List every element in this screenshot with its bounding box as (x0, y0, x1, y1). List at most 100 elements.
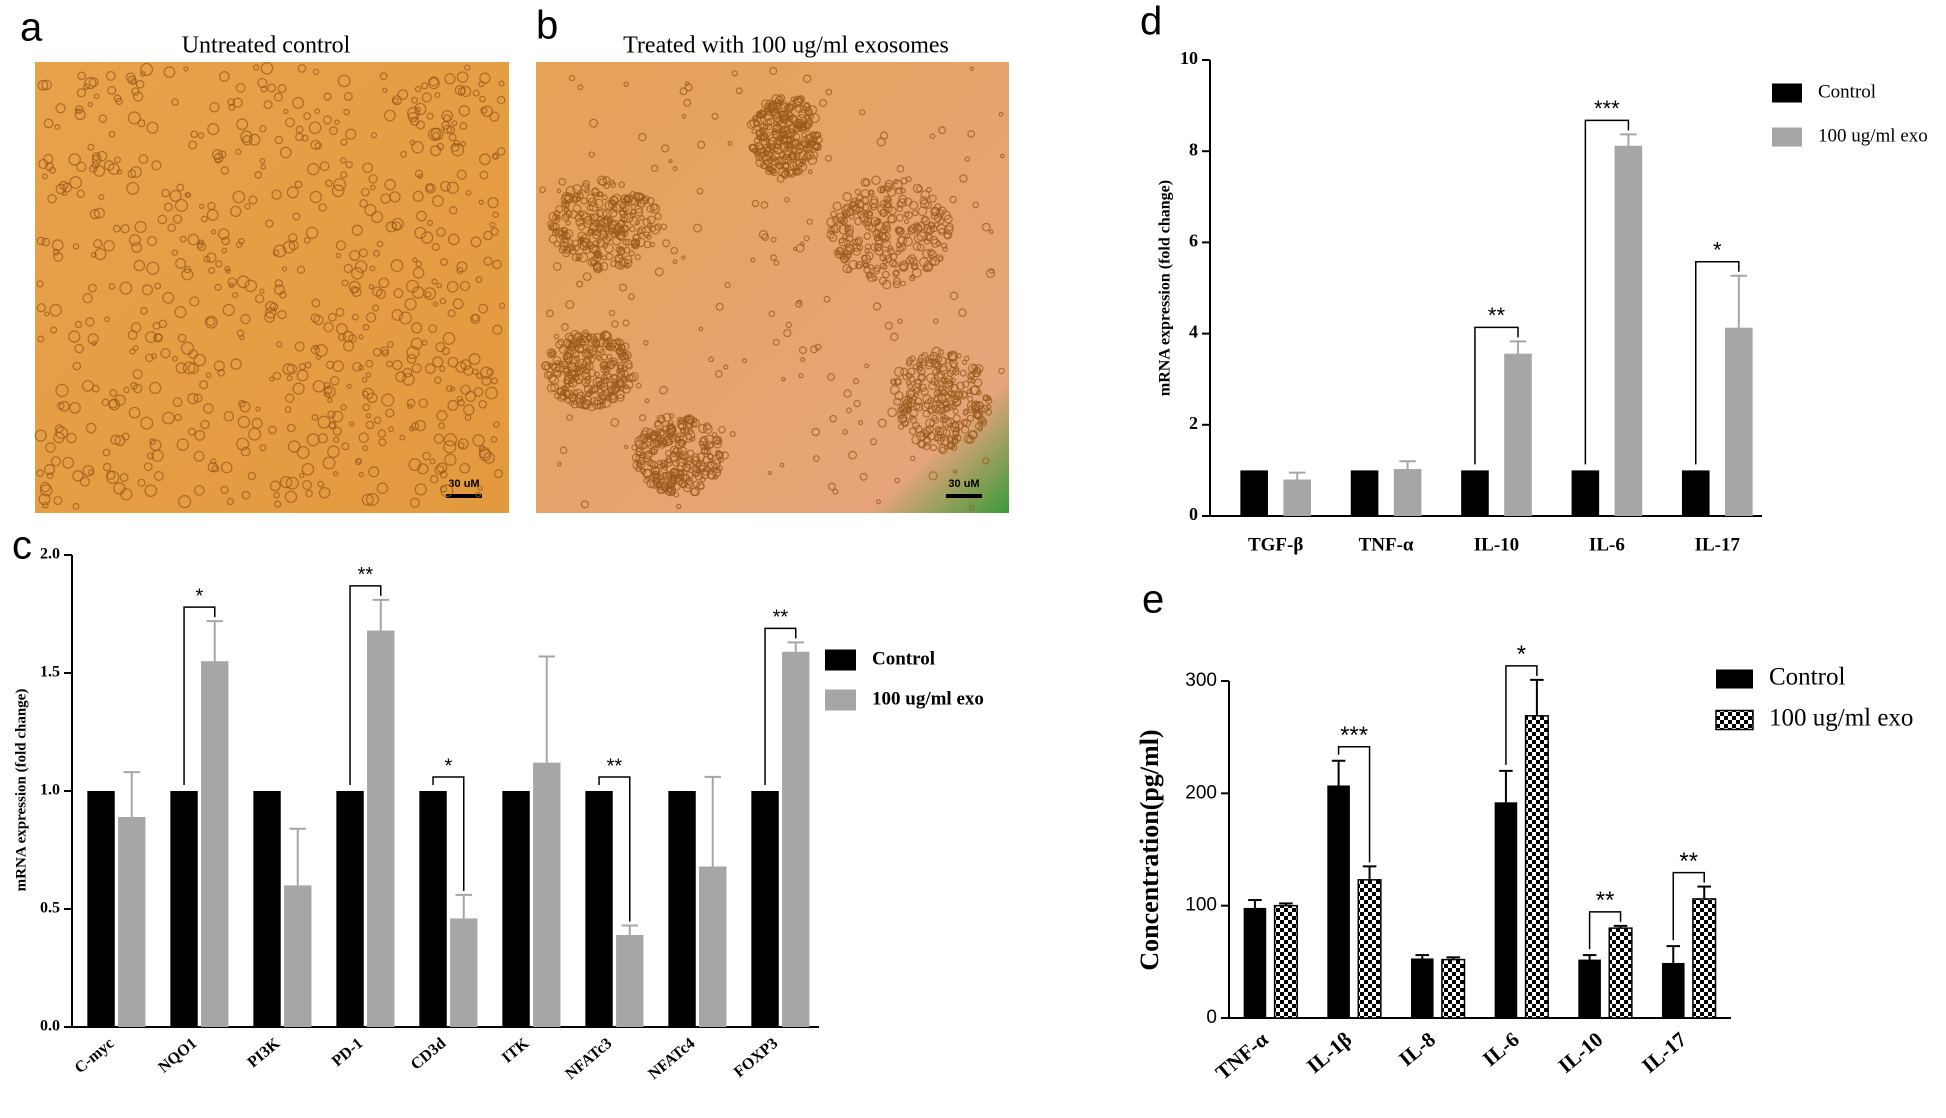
cell (655, 431, 662, 437)
cell (560, 323, 569, 331)
cell (362, 162, 373, 174)
cell (905, 379, 912, 386)
cell (221, 236, 230, 246)
cell (939, 406, 947, 415)
cell (853, 238, 862, 247)
cell (785, 135, 795, 145)
cell (602, 176, 611, 184)
cell (422, 451, 431, 461)
cell (183, 66, 189, 72)
cell (809, 113, 820, 124)
cell (576, 338, 583, 344)
cell (324, 391, 331, 398)
cell (974, 422, 983, 431)
cell (570, 329, 580, 340)
cell (559, 446, 568, 455)
cell (765, 131, 772, 137)
cell (788, 115, 797, 124)
cell (226, 497, 235, 506)
cell (879, 254, 887, 262)
cell (411, 96, 418, 104)
cell (904, 233, 911, 239)
cell (351, 267, 364, 280)
cell (581, 329, 590, 338)
cell (365, 359, 374, 368)
cell (426, 184, 434, 192)
cell (963, 355, 970, 362)
cell (942, 378, 953, 388)
cell (863, 232, 872, 240)
cell (411, 141, 424, 154)
cell (59, 180, 69, 190)
cell (189, 296, 200, 307)
cell (902, 374, 909, 381)
cell (415, 260, 423, 268)
cell (668, 158, 673, 164)
cell (751, 199, 760, 208)
cell (303, 112, 312, 121)
cell (89, 208, 101, 220)
cell (771, 128, 779, 136)
cell (103, 160, 115, 171)
cell (40, 481, 51, 493)
cell (318, 486, 331, 499)
cell (308, 121, 322, 135)
cell (621, 206, 628, 213)
cell (761, 163, 768, 170)
cell (952, 408, 959, 415)
cell (458, 105, 471, 117)
cell (390, 259, 404, 273)
cell (781, 169, 790, 178)
cell (428, 76, 439, 87)
x-tick-label: ITK (499, 1034, 533, 1066)
cell (682, 473, 690, 481)
cell (917, 206, 928, 217)
image-panel-a: a Untreated control 30 uM (20, 6, 509, 513)
cell (492, 211, 499, 218)
cell (941, 242, 948, 249)
significance-label: * (445, 755, 453, 777)
cell (362, 323, 370, 331)
cell (146, 236, 158, 247)
bar (1661, 962, 1685, 1018)
cell (751, 128, 757, 135)
cell (750, 257, 756, 263)
bar (118, 816, 146, 1027)
cell (568, 341, 576, 350)
cell (843, 389, 852, 398)
cell (481, 375, 492, 386)
bar (1393, 469, 1422, 516)
cell (90, 251, 97, 258)
cell (301, 462, 315, 476)
cell (276, 341, 283, 348)
cell (408, 458, 422, 472)
cell (135, 79, 145, 89)
cell (938, 126, 947, 135)
cell (916, 357, 924, 365)
cell (964, 156, 971, 162)
cell (305, 489, 313, 498)
cell (883, 182, 893, 192)
cell (218, 228, 230, 240)
cell (132, 369, 143, 380)
cell (137, 478, 146, 487)
cell (689, 435, 696, 442)
cell (903, 219, 910, 225)
cell (56, 401, 65, 410)
cell (317, 433, 328, 444)
cell (700, 469, 710, 480)
cell (889, 332, 899, 342)
cell (207, 201, 216, 211)
cell (160, 348, 171, 359)
cell (386, 341, 394, 348)
cell (206, 316, 216, 327)
cell (384, 109, 396, 122)
cell (881, 279, 892, 290)
cell (365, 312, 377, 323)
cell (643, 339, 649, 346)
cell (98, 194, 105, 200)
cell (101, 398, 110, 407)
cell (642, 218, 652, 227)
cell (803, 235, 810, 242)
cell (802, 102, 812, 111)
